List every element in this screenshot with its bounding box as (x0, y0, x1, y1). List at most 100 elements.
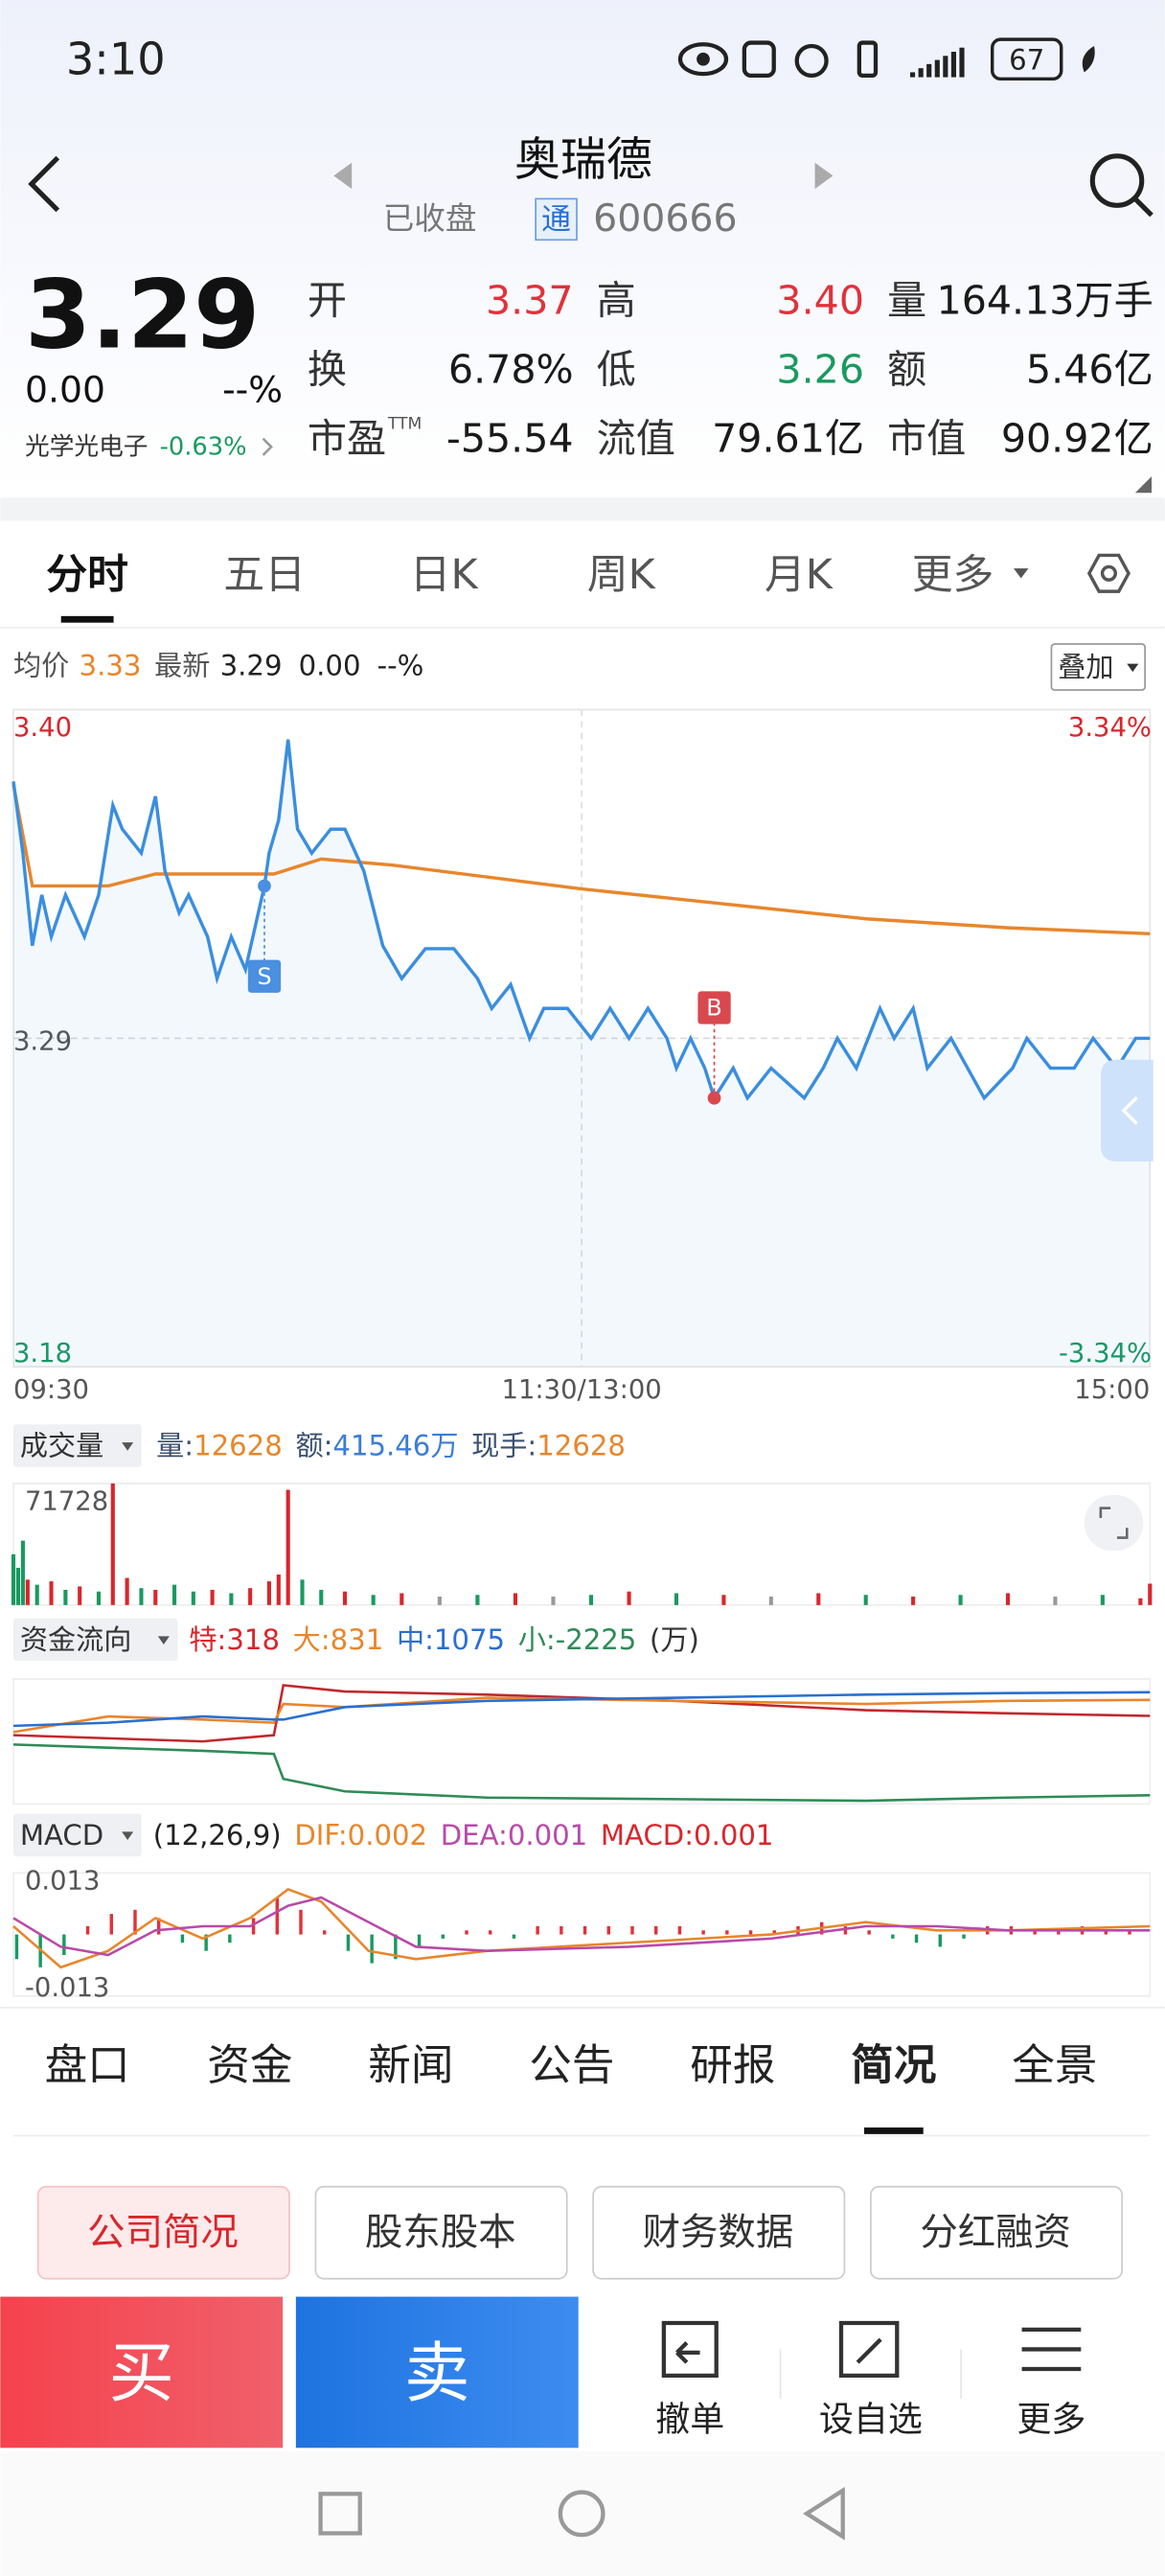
buy-button[interactable] (0, 2296, 284, 2449)
plot-frame (12, 1872, 1152, 1997)
macd-bar (323, 1930, 327, 1935)
macd-bar (560, 1926, 563, 1935)
stock-name: 奥瑞德 (514, 132, 652, 186)
dropdown-box[interactable] (13, 1424, 142, 1467)
flow-value: -2225 (556, 1623, 637, 1656)
dropdown-box[interactable] (13, 1618, 178, 1662)
search-button[interactable] (1089, 153, 1145, 208)
volume-bar (78, 1586, 82, 1605)
volume-bar (286, 1489, 290, 1605)
macd-label: MACD: (601, 1819, 694, 1852)
nav-recent[interactable] (318, 2492, 362, 2536)
field-label: 低 (597, 347, 636, 393)
chart-tab[interactable]: 分时 (46, 551, 128, 599)
macd-bar (465, 1930, 468, 1935)
overlay-label: 叠加 (1058, 651, 1113, 683)
flow-label: 中: (397, 1623, 434, 1656)
volume-bar (437, 1597, 442, 1605)
macd-bar (536, 1926, 539, 1935)
macd-bar (251, 1918, 256, 1935)
volume-bar (863, 1595, 868, 1605)
nav-bar (0, 2450, 1165, 2576)
volume-bar (25, 1579, 30, 1605)
info-tab[interactable]: 简况 (851, 2040, 936, 2090)
volume-bar (34, 1584, 39, 1605)
volume-bar (1138, 1598, 1143, 1605)
annotation-dot (707, 1091, 721, 1105)
chart-tab[interactable]: 日K (410, 551, 479, 599)
tool-label[interactable]: 撤单 (655, 2401, 724, 2440)
macd-bar (512, 1934, 516, 1939)
tool-label[interactable]: 更多 (1017, 2401, 1085, 2440)
volume-bar (958, 1595, 963, 1605)
macd-bar (417, 1934, 422, 1947)
macd-bar (299, 1909, 303, 1935)
section-divider (0, 497, 1165, 521)
sub-tab-button[interactable] (592, 2185, 846, 2280)
macd-bar (654, 1926, 658, 1935)
field-label: 高 (597, 278, 636, 324)
volume-bar (153, 1589, 158, 1605)
flow-line (12, 1690, 1151, 1728)
volume-bar (371, 1595, 376, 1605)
sub-tab-button[interactable] (869, 2185, 1123, 2280)
macd-bar (772, 1930, 776, 1935)
field-value: 6.78% (448, 347, 574, 393)
tool-label[interactable]: 设自选 (819, 2401, 923, 2440)
info-tab[interactable]: 研报 (690, 2040, 775, 2090)
macd-bar (938, 1934, 942, 1947)
info-tab[interactable]: 公告 (529, 2040, 614, 2090)
prev-stock[interactable] (333, 162, 353, 190)
macd-value: 0.001 (694, 1819, 773, 1852)
sub-tab-button[interactable] (314, 2185, 568, 2280)
nav-back[interactable] (803, 2486, 845, 2541)
volume-bar (191, 1591, 195, 1605)
fullscreen-button[interactable] (1084, 1495, 1144, 1552)
collapse-tab[interactable] (1100, 1059, 1154, 1162)
next-stock[interactable] (814, 162, 834, 190)
icon-eye (677, 42, 729, 77)
icon-watch (838, 2320, 900, 2378)
overlay-button[interactable] (1050, 643, 1146, 691)
volume-bar (674, 1593, 679, 1605)
price-change-pct: --% (222, 368, 283, 410)
battery-level: 67 (1009, 44, 1044, 77)
sub-tab-button[interactable] (36, 2185, 290, 2280)
dropdown-arrow (122, 1831, 134, 1840)
icon-vibrate (857, 40, 879, 78)
volume-bar (11, 1553, 16, 1605)
field-value: 79.61亿 (712, 416, 864, 462)
volume-bar (139, 1588, 144, 1605)
macd-bar (62, 1934, 66, 1955)
price-area (13, 739, 1151, 1368)
settings-button[interactable] (1086, 553, 1131, 593)
macd-title: MACD (20, 1819, 103, 1852)
info-tab[interactable]: 资金 (207, 2040, 292, 2090)
volume-bar (266, 1581, 271, 1605)
annotation-box (697, 991, 731, 1024)
info-tab[interactable]: 全景 (1012, 2040, 1097, 2090)
sector-name: 光学光电子 (25, 432, 148, 461)
info-tab[interactable]: 盘口 (45, 2040, 130, 2090)
volume-value: 12628 (537, 1430, 626, 1462)
volume-bar (1005, 1593, 1011, 1605)
macd-params: (12,26,9) (153, 1819, 282, 1852)
plot-frame (12, 1483, 1152, 1606)
chart-tab[interactable]: 五日 (223, 551, 306, 599)
chart-tab[interactable]: 更多 (912, 551, 994, 599)
dropdown-box[interactable] (13, 1813, 142, 1857)
macd-bar (1033, 1930, 1037, 1935)
nav-home[interactable] (558, 2490, 605, 2538)
icon-signal-bar (959, 47, 965, 78)
info-tab[interactable]: 新闻 (368, 2040, 453, 2090)
chart-tab[interactable]: 周K (587, 551, 656, 599)
macd-bar (346, 1934, 351, 1951)
back-button[interactable] (28, 155, 60, 213)
sell-button[interactable] (295, 2296, 579, 2449)
chart-tab[interactable]: 月K (765, 551, 834, 599)
sector-arrow (262, 437, 273, 456)
flow-title: 资金流向 (20, 1623, 131, 1656)
price-line (11, 739, 1151, 1102)
volume-bar (15, 1567, 21, 1605)
macd-bar (85, 1926, 90, 1935)
